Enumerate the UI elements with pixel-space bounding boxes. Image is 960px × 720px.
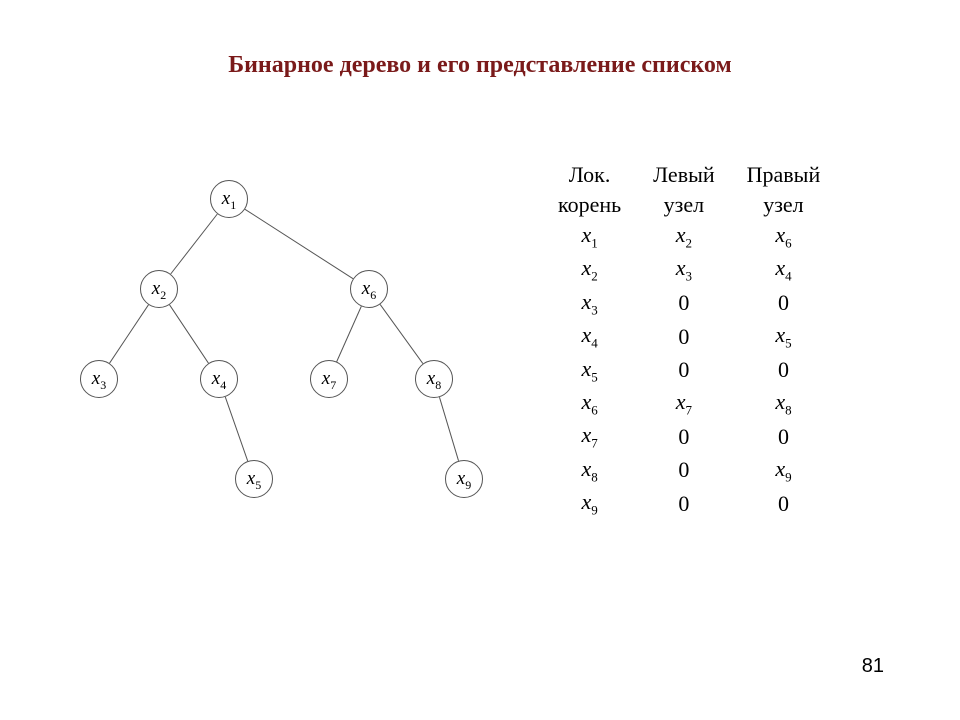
- table-cell: x7: [637, 387, 730, 420]
- table-cell: 0: [637, 354, 730, 387]
- table-cell: x9: [731, 454, 837, 487]
- col-header-l2-1: узел: [637, 190, 730, 220]
- table-cell: 0: [731, 287, 837, 320]
- table-cell: 0: [637, 320, 730, 353]
- col-header-l1-1: Левый: [637, 160, 730, 190]
- table-cell: x4: [731, 253, 837, 286]
- table-cell: x6: [731, 220, 837, 253]
- tree-node-x7: x7: [310, 360, 348, 398]
- table-cell: 0: [637, 454, 730, 487]
- table-cell: 0: [637, 420, 730, 453]
- table-cell: 0: [637, 487, 730, 520]
- tree-node-x9: x9: [445, 460, 483, 498]
- table-cell: x5: [731, 320, 837, 353]
- tree-edge: [170, 305, 209, 363]
- tree-edges: [80, 160, 480, 540]
- tree-edge: [337, 306, 362, 361]
- table-cell: x2: [542, 253, 637, 286]
- tree-edge: [110, 305, 149, 363]
- page-number: 81: [862, 655, 884, 678]
- col-header-l1-0: Лок.: [542, 160, 637, 190]
- tree-node-x3: x3: [80, 360, 118, 398]
- table-cell: x3: [542, 287, 637, 320]
- table-cell: 0: [731, 354, 837, 387]
- table-cell: x8: [731, 387, 837, 420]
- tree-node-x5: x5: [235, 460, 273, 498]
- tree-node-x4: x4: [200, 360, 238, 398]
- table-cell: 0: [637, 287, 730, 320]
- table-row: x900: [542, 487, 836, 520]
- table-row: x2x3x4: [542, 253, 836, 286]
- tree-node-x6: x6: [350, 270, 388, 308]
- table-row: x300: [542, 287, 836, 320]
- table-cell: x8: [542, 454, 637, 487]
- col-header-l2-2: узел: [731, 190, 837, 220]
- table-row: x1x2x6: [542, 220, 836, 253]
- table-row: x500: [542, 354, 836, 387]
- tree-edge: [439, 397, 458, 461]
- table-cell: x9: [542, 487, 637, 520]
- tree-edge: [171, 214, 218, 274]
- table-row: x40x5: [542, 320, 836, 353]
- table-cell: x7: [542, 420, 637, 453]
- tree-edge: [245, 209, 353, 278]
- tree-node-x8: x8: [415, 360, 453, 398]
- table-cell: x1: [542, 220, 637, 253]
- table-cell: 0: [731, 487, 837, 520]
- page-title: Бинарное дерево и его представление спис…: [0, 52, 960, 79]
- table-cell: x2: [637, 220, 730, 253]
- binary-tree-diagram: x1 x2 x6 x3 x4 x7 x8 x5 x9: [80, 160, 480, 540]
- table-row: x80x9: [542, 454, 836, 487]
- col-header-l1-2: Правый: [731, 160, 837, 190]
- table-cell: 0: [731, 420, 837, 453]
- table-row: x6x7x8: [542, 387, 836, 420]
- tree-node-x1: x1: [210, 180, 248, 218]
- col-header-l2-0: корень: [542, 190, 637, 220]
- table-cell: x5: [542, 354, 637, 387]
- table-cell: x4: [542, 320, 637, 353]
- adjacency-table: Лок.ЛевыйПравыйкореньузелузелx1x2x6x2x3x…: [542, 160, 836, 521]
- table-cell: x3: [637, 253, 730, 286]
- tree-node-x2: x2: [140, 270, 178, 308]
- table-cell: x6: [542, 387, 637, 420]
- tree-edge: [380, 304, 423, 363]
- tree-edge: [225, 397, 247, 461]
- table-row: x700: [542, 420, 836, 453]
